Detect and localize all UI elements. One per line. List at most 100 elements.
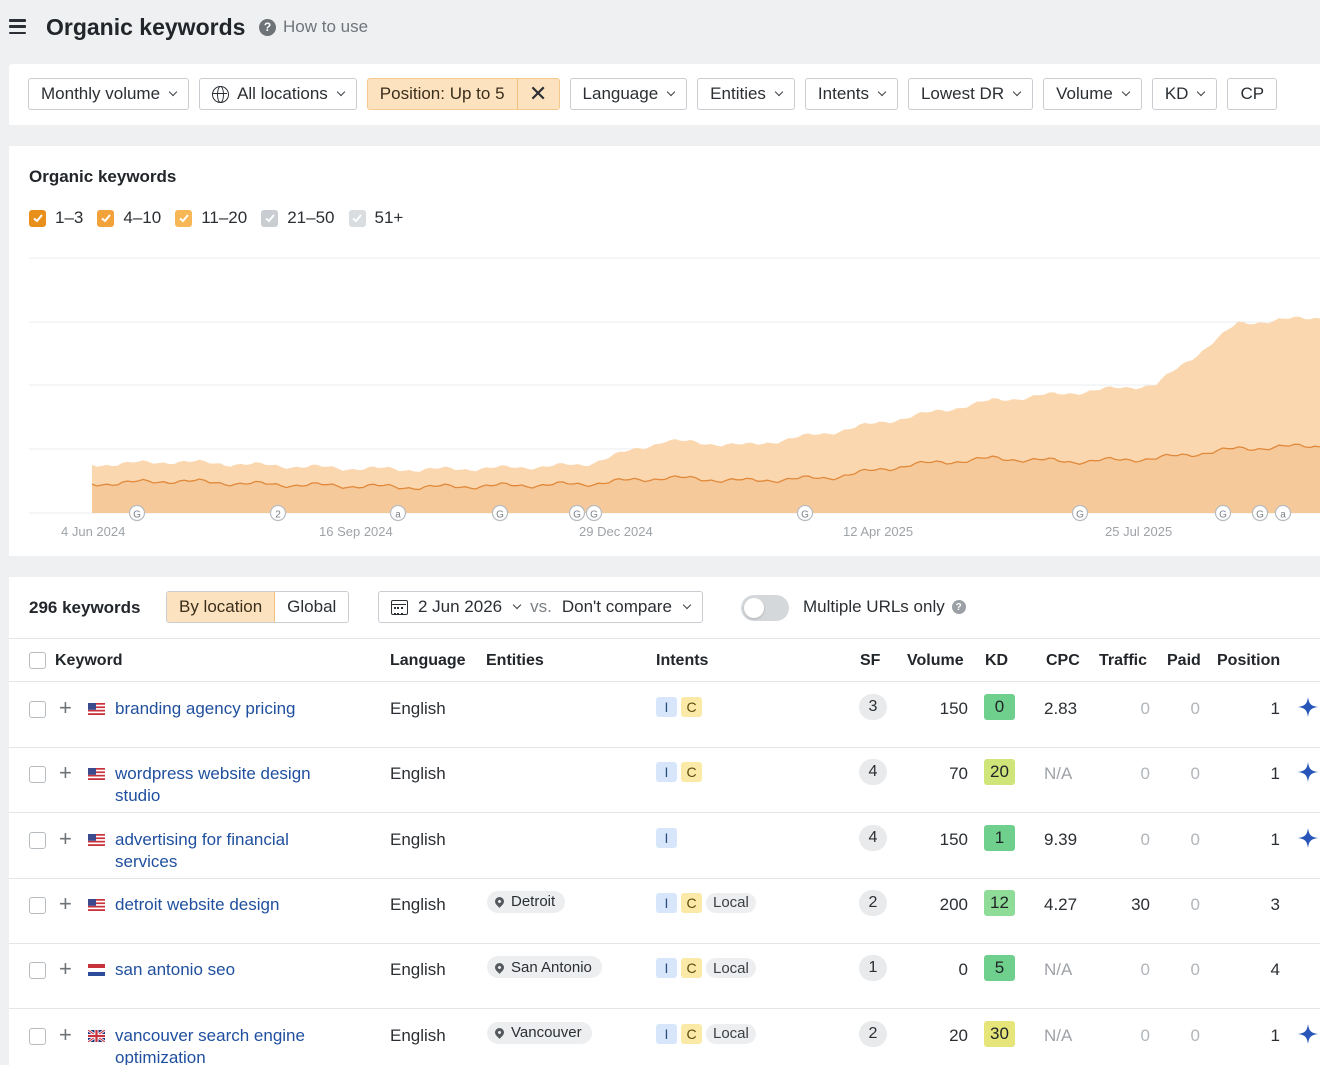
keyword-link[interactable]: branding agency pricing — [115, 699, 296, 718]
col-volume[interactable]: Volume — [907, 652, 964, 669]
col-position[interactable]: Position — [1217, 652, 1281, 669]
row-checkbox[interactable] — [29, 896, 46, 914]
serp-features-badge[interactable]: 4 — [859, 759, 887, 786]
chart-event-marker[interactable]: G — [491, 504, 509, 522]
row-checkbox[interactable] — [29, 831, 46, 849]
row-checkbox[interactable] — [29, 962, 46, 980]
series-line-1-3 — [91, 443, 1320, 491]
add-keyword-icon[interactable]: + — [59, 1021, 72, 1047]
table-row: + san antonio seo English San Antonio I C Loca… — [9, 944, 1320, 1010]
col-keyword[interactable]: Keyword — [55, 652, 123, 669]
filter-lowest-dr-button[interactable]: Lowest DR — [907, 78, 1034, 110]
position-cell: 1 — [1270, 829, 1280, 849]
filter-entities-button[interactable]: Entities — [697, 78, 795, 110]
global-button[interactable]: Global — [275, 592, 349, 622]
add-keyword-icon[interactable]: + — [59, 695, 72, 720]
legend-item-4-10[interactable]: 4–10 — [97, 208, 161, 228]
filter-intents-button[interactable]: Intents — [804, 78, 898, 110]
chart-event-marker[interactable]: a — [1274, 504, 1292, 522]
filter-monthly-volume-button[interactable]: Monthly volume — [28, 78, 190, 110]
legend-item-51[interactable]: 51+ — [348, 208, 403, 228]
sparkle-icon[interactable] — [1297, 696, 1319, 718]
col-kd[interactable]: KD — [985, 652, 1009, 669]
keyword-link[interactable]: vancouver search engine optimization — [115, 1025, 305, 1065]
serp-features-badge[interactable]: 1 — [859, 955, 887, 982]
row-checkbox[interactable] — [29, 701, 46, 718]
table-header: Keyword Language Entities Intents SF Vol… — [9, 639, 1320, 682]
legend-item-1-3[interactable]: 1–3 — [29, 208, 83, 228]
filter-cp-button[interactable]: CP — [1227, 78, 1278, 110]
entity-chip[interactable]: Detroit — [487, 890, 566, 913]
chevron-down-icon — [682, 600, 692, 610]
entity-chip[interactable]: San Antonio — [487, 956, 602, 979]
filter-kd-button[interactable]: KD — [1151, 78, 1218, 110]
serp-features-badge[interactable]: 2 — [859, 1020, 887, 1047]
sparkle-icon[interactable] — [1297, 1023, 1319, 1045]
filter-all-locations-button[interactable]: All locations — [199, 78, 357, 110]
serp-features-badge[interactable]: 2 — [859, 889, 887, 916]
chart-event-marker[interactable]: G — [1071, 504, 1089, 522]
flag-nl-icon — [88, 961, 105, 977]
col-language[interactable]: Language — [390, 652, 466, 669]
traffic-cell: 30 — [1131, 894, 1150, 914]
sparkle-icon[interactable] — [1297, 827, 1319, 849]
chart-event-marker[interactable]: 2 — [269, 504, 287, 522]
chart-event-marker[interactable]: G — [568, 504, 586, 522]
multiple-urls-label: Multiple URLs only — [803, 597, 945, 616]
filter-volume-button[interactable]: Volume — [1043, 78, 1142, 110]
how-to-use-label: How to use — [283, 17, 369, 36]
entity-chip[interactable]: Vancouver — [487, 1021, 592, 1044]
cpc-cell: N/A — [1044, 960, 1073, 980]
keyword-link[interactable]: detroit website design — [115, 894, 280, 914]
position-cell: 1 — [1270, 699, 1280, 718]
sparkle-icon[interactable] — [1297, 761, 1319, 783]
entity-label: Vancouver — [511, 1024, 582, 1041]
add-keyword-icon[interactable]: + — [59, 760, 72, 786]
col-intents[interactable]: Intents — [656, 652, 709, 669]
menu-icon[interactable] — [9, 19, 26, 35]
keyword-link[interactable]: advertising for financial services — [115, 829, 289, 871]
chart-event-marker[interactable]: G — [1251, 504, 1269, 522]
by-location-button[interactable]: By location — [167, 592, 276, 622]
checkmark-icon — [348, 209, 366, 227]
language-cell: English — [390, 829, 446, 849]
row-checkbox[interactable] — [29, 766, 46, 784]
col-cpc[interactable]: CPC — [1046, 652, 1080, 669]
col-sf[interactable]: SF — [860, 652, 881, 669]
serp-features-badge[interactable]: 3 — [859, 694, 887, 720]
multiple-urls-toggle[interactable] — [741, 595, 789, 621]
intent-badge-c: C — [681, 762, 702, 783]
row-checkbox[interactable] — [29, 1027, 46, 1045]
legend-item-21-50[interactable]: 21–50 — [261, 208, 335, 228]
how-to-use-link[interactable]: ? How to use — [259, 17, 368, 37]
keyword-link[interactable]: wordpress website design studio — [115, 764, 311, 806]
add-keyword-icon[interactable]: + — [59, 890, 72, 916]
keyword-link[interactable]: san antonio seo — [115, 960, 236, 980]
paid-cell: 0 — [1190, 829, 1200, 849]
clear-filter-icon[interactable]: ✕ — [516, 79, 559, 109]
select-all-checkbox[interactable] — [29, 652, 46, 669]
date-compare-picker[interactable]: 2 Jun 2026 vs. Don't compare — [378, 591, 703, 623]
add-keyword-icon[interactable]: + — [59, 825, 72, 851]
cpc-cell: 9.39 — [1044, 829, 1078, 849]
add-keyword-icon[interactable]: + — [59, 956, 72, 982]
chart-event-marker[interactable]: G — [585, 504, 603, 522]
serp-features-badge[interactable]: 4 — [859, 824, 887, 851]
filter-label: Volume — [1056, 84, 1113, 103]
flag-us-icon — [88, 700, 105, 715]
traffic-cell: 0 — [1140, 829, 1150, 849]
legend-item-11-20[interactable]: 11–20 — [175, 208, 247, 228]
chart-event-marker[interactable]: G — [796, 504, 814, 522]
kd-badge: 1 — [984, 824, 1015, 851]
legend-label: 21–50 — [287, 208, 335, 227]
filter-language-button[interactable]: Language — [569, 78, 688, 110]
chart-event-marker[interactable]: G — [1214, 504, 1232, 522]
col-traffic[interactable]: Traffic — [1099, 652, 1148, 669]
table-row: + branding agency pricing English I C 3 150 0 2.… — [9, 683, 1320, 748]
position-filter-button[interactable]: Position: Up to 5 — [379, 84, 505, 103]
help-icon[interactable]: ? — [951, 600, 966, 614]
chart-event-marker[interactable]: G — [128, 504, 146, 522]
col-paid[interactable]: Paid — [1167, 652, 1201, 669]
chart-event-marker[interactable]: a — [389, 504, 407, 522]
col-entities[interactable]: Entities — [486, 652, 544, 669]
